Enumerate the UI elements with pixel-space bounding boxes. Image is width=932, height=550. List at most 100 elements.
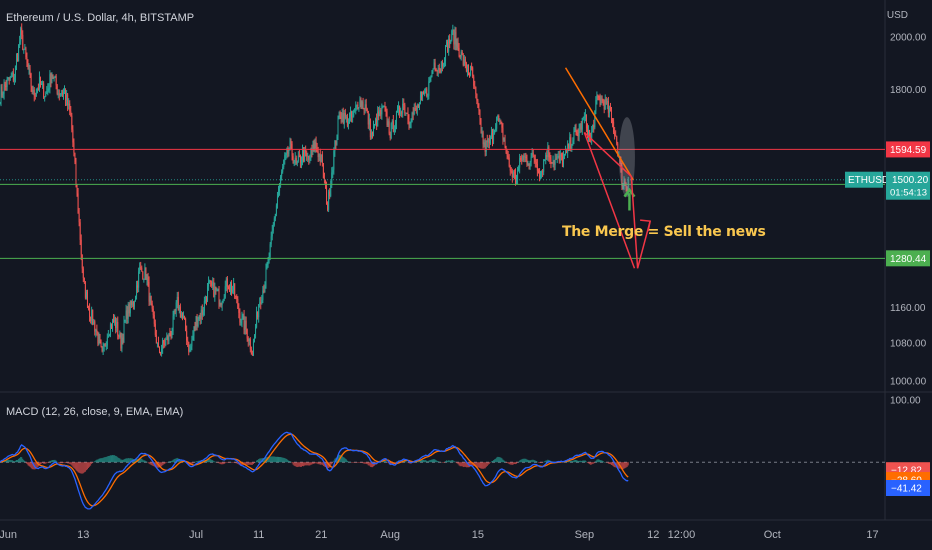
candle-body — [413, 108, 415, 115]
candle-body — [392, 120, 394, 132]
candle-body — [149, 295, 151, 302]
y-tick-label: 1160.00 — [890, 303, 926, 314]
macd-histogram-bar — [134, 459, 136, 463]
macd-histogram-bar — [103, 457, 105, 463]
candle-body — [93, 321, 95, 325]
macd-histogram-bar — [246, 462, 248, 465]
macd-histogram-bar — [425, 460, 427, 463]
candle-body — [152, 308, 154, 316]
candle-body — [284, 155, 286, 161]
candle-body — [480, 120, 482, 133]
macd-histogram-bar — [503, 460, 505, 463]
candle-body — [554, 158, 556, 165]
candle-body — [412, 112, 414, 115]
macd-histogram-bar — [439, 462, 441, 463]
macd-histogram-bar — [580, 461, 582, 463]
macd-histogram-bar — [463, 462, 465, 467]
macd-histogram-bar — [428, 460, 430, 463]
candle-body — [179, 306, 181, 318]
macd-histogram-bar — [95, 460, 97, 463]
candle-body — [0, 102, 1, 104]
macd-histogram-bar — [252, 462, 254, 464]
macd-histogram-bar — [64, 462, 66, 463]
macd-histogram-bar — [6, 459, 8, 463]
candle-body — [32, 89, 34, 93]
x-tick-label: Jul — [189, 529, 203, 541]
macd-histogram-bar — [283, 457, 285, 463]
macd-histogram-bar — [294, 462, 296, 467]
macd-histogram-bar — [117, 457, 119, 463]
candle-body — [524, 156, 526, 158]
macd-histogram-bar — [258, 459, 260, 463]
macd-histogram-bar — [617, 462, 619, 469]
candle-body — [402, 103, 404, 113]
candle-body — [542, 171, 544, 173]
macd-histogram-bar — [211, 459, 213, 463]
candle-body — [174, 310, 176, 312]
candle-body — [553, 161, 555, 165]
candle-body — [531, 152, 533, 157]
candle-body — [201, 309, 203, 315]
macd-histogram-bar — [263, 458, 265, 463]
candle-body — [487, 138, 489, 143]
macd-histogram-bar — [367, 462, 369, 466]
candle-body — [137, 285, 139, 288]
candle-body — [447, 41, 449, 52]
candle-body — [335, 140, 337, 145]
candle-body — [190, 346, 192, 350]
macd-histogram-bar — [129, 458, 131, 463]
candle-body — [461, 51, 463, 55]
candle-body — [479, 110, 481, 121]
candle-body — [448, 38, 450, 52]
candle-body — [431, 70, 433, 77]
macd-histogram-bar — [47, 462, 49, 463]
y-tick-label: 1800.00 — [890, 85, 927, 96]
x-tick-label: Jun — [0, 529, 17, 541]
candle-body — [403, 103, 405, 105]
macd-histogram-bar — [244, 462, 246, 465]
candle-body — [599, 99, 601, 105]
candle-body — [117, 322, 119, 336]
macd-histogram-bar — [571, 460, 573, 463]
macd-histogram-bar — [417, 461, 419, 463]
candle-body — [220, 302, 222, 306]
x-tick-label: 21 — [315, 529, 327, 541]
macd-histogram-bar — [322, 462, 324, 466]
candle-body — [112, 319, 114, 329]
macd-histogram-bar — [9, 459, 11, 463]
macd-histogram-bar — [583, 460, 585, 463]
candle-body — [508, 157, 510, 167]
macd-histogram-bar — [614, 462, 616, 468]
x-tick-label: 17 — [866, 529, 878, 541]
macd-histogram-bar — [338, 454, 340, 463]
candle-body — [518, 167, 520, 171]
macd-histogram-bar — [372, 462, 374, 467]
candle-body — [407, 113, 409, 120]
candle-body — [541, 171, 543, 174]
macd-histogram-bar — [173, 459, 175, 463]
macd-histogram-bar — [569, 460, 571, 463]
candle-body — [514, 173, 516, 183]
candle-body — [1, 86, 3, 95]
candle-body — [457, 42, 459, 49]
macd-value-tag — [886, 479, 930, 496]
candle-body — [114, 317, 116, 322]
macd-histogram-bar — [83, 462, 85, 473]
candle-body — [257, 311, 259, 318]
candle-body — [344, 113, 346, 118]
candle-body — [320, 154, 322, 162]
candle-body — [245, 320, 247, 330]
candle-body — [66, 94, 68, 101]
candle-body — [142, 271, 144, 280]
macd-histogram-bar — [518, 461, 520, 463]
candle-body — [56, 85, 58, 94]
candle-body — [340, 116, 342, 120]
macd-histogram-bar — [197, 460, 199, 463]
macd-histogram-bar — [223, 462, 225, 464]
macd-histogram-bar — [120, 459, 122, 463]
macd-histogram-bar — [390, 462, 392, 465]
candle-body — [240, 322, 242, 324]
candle-body — [504, 139, 506, 147]
macd-histogram-bar — [330, 462, 332, 467]
